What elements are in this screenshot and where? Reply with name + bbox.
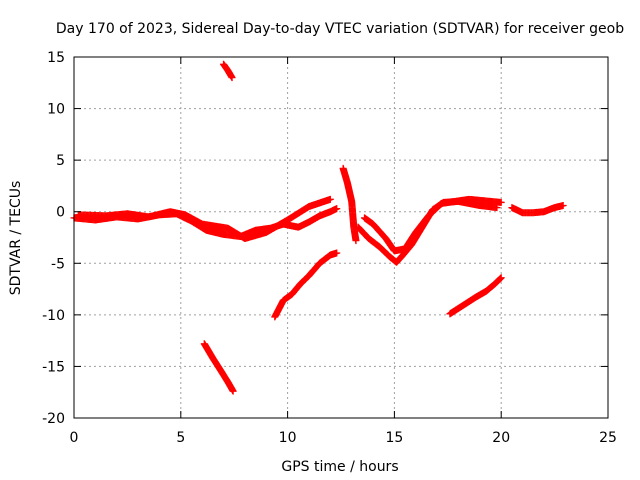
- y-tick-label: -20: [42, 411, 65, 427]
- x-tick-label: 0: [70, 430, 79, 446]
- data-point: [497, 198, 505, 206]
- y-tick-label: 10: [47, 102, 65, 118]
- series-arc-main-upper: [74, 195, 334, 243]
- series-arc-spike-top: [220, 60, 236, 82]
- series-arc-climb-18: [446, 274, 505, 318]
- data-point: [229, 387, 237, 395]
- x-axis-label: GPS time / hours: [281, 459, 398, 475]
- y-tick-label: -10: [42, 308, 65, 324]
- data-point: [497, 274, 505, 282]
- series-arc-tail-21: [508, 202, 567, 217]
- x-tick-label: 15: [385, 430, 403, 446]
- y-tick-label: 15: [47, 50, 65, 66]
- y-tick-label: 0: [56, 205, 65, 221]
- x-tick-label: 20: [492, 430, 510, 446]
- data-point: [559, 202, 567, 210]
- data-point: [228, 74, 236, 82]
- axis-ticks: 0 5 10 15 20 25 -20 -15 -10 -5 0 5 10 15: [42, 50, 617, 446]
- y-tick-label: -5: [51, 256, 65, 272]
- series-arc-descend-low: [200, 340, 237, 395]
- x-tick-label: 10: [279, 430, 297, 446]
- plot-frame: [73, 56, 609, 419]
- series-arc-climb-mid: [271, 249, 341, 321]
- x-tick-label: 5: [176, 430, 185, 446]
- data-point: [333, 205, 341, 213]
- x-tick-label: 25: [599, 430, 617, 446]
- y-axis-label: SDTVAR / TECUs: [8, 181, 24, 296]
- series-arc-spike-13: [339, 164, 360, 245]
- y-tick-label: -15: [42, 359, 65, 375]
- data-points: [70, 60, 567, 395]
- data-point: [352, 237, 360, 245]
- series-arc-valley-15-upper: [360, 195, 505, 255]
- data-point: [333, 249, 341, 257]
- y-tick-label: 5: [56, 153, 65, 169]
- data-point: [326, 195, 334, 203]
- chart-title: Day 170 of 2023, Sidereal Day-to-day VTE…: [56, 21, 624, 37]
